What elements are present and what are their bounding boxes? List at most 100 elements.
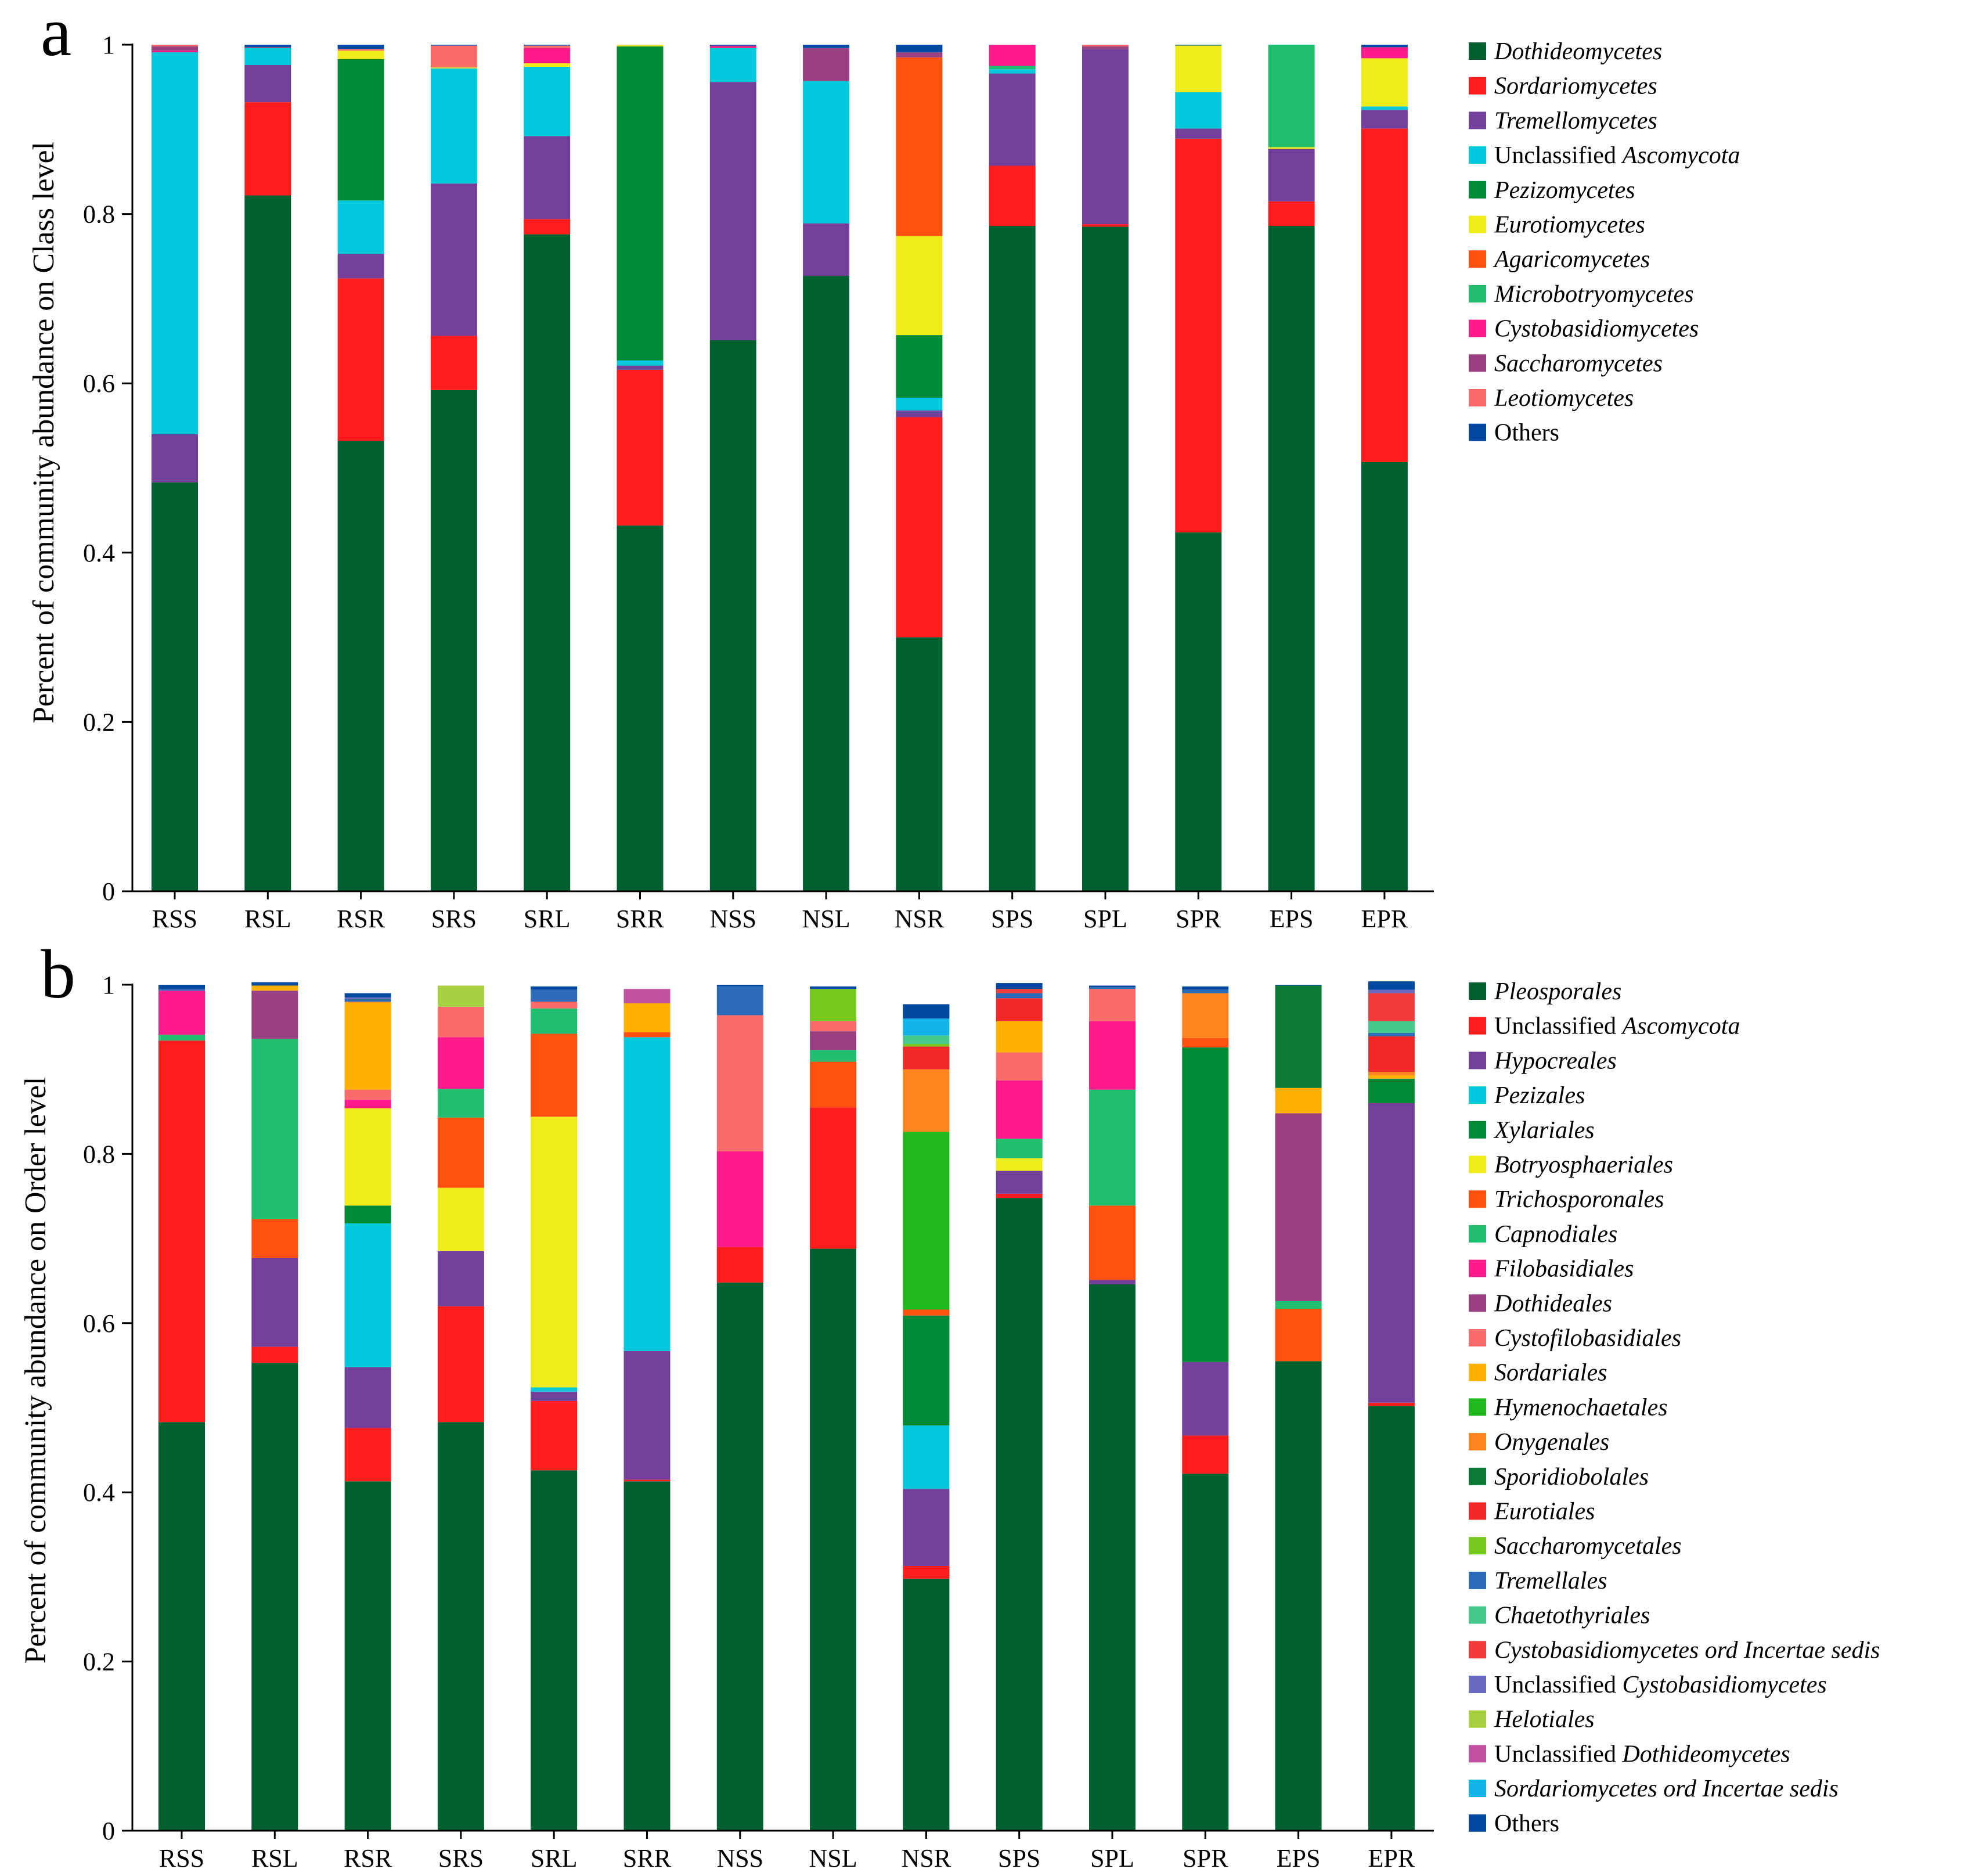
bar-segment-nsr-eurotiomycetes [896, 236, 943, 336]
legend-swatch [1469, 1121, 1486, 1139]
bar-segment-rsl-capnodiales [251, 1039, 298, 1219]
bar-group-srl [524, 45, 571, 892]
bar-segment-rsl-pleosporales [251, 1363, 298, 1831]
legend-item-tremellomycetes: Tremellomycetes [1469, 107, 1657, 134]
bar-segment-srl-unclassified-ascomycota [524, 66, 571, 136]
bar-segment-rsl-others [251, 982, 298, 986]
bar-segment-epr-eurotiomycetes [1361, 58, 1408, 107]
x-tick-label-sps: SPS [991, 905, 1033, 933]
bar-group-rss [152, 45, 198, 891]
y-tick-label: 0 [102, 1817, 115, 1845]
bar-segment-spl-dothideomycetes [1082, 226, 1129, 892]
bar-group-eps [1275, 985, 1322, 1831]
legend-swatch [1469, 1329, 1486, 1346]
bar-group-epr [1368, 981, 1415, 1831]
bar-segment-srr-dothideomycetes [617, 525, 664, 891]
bar-segment-rsr-pezizales [344, 1223, 391, 1367]
x-tick-label-nsr: NSR [902, 1844, 951, 1873]
legend-label: Saccharomycetes [1494, 350, 1663, 377]
bar-segment-rsl-dothideomycetes [244, 195, 291, 891]
legend-label: Cystofilobasidiales [1494, 1325, 1681, 1352]
bar-segment-srl-pezizales [531, 1387, 578, 1392]
bar-segment-eps-pleosporales [1275, 1361, 1322, 1831]
bar-group-srs [437, 985, 484, 1831]
x-tick-label-spl: SPL [1083, 905, 1127, 933]
bar-segment-srs-trichosporonales [437, 1117, 484, 1188]
legend-label: Sordariomycetes ord Incertae sedis [1494, 1776, 1839, 1802]
bar-segment-srl-sordariomycetes [524, 219, 571, 235]
bar-segment-sps-dothideomycetes [989, 226, 1036, 891]
bar-segment-srl-pleosporales [531, 1470, 578, 1831]
bar-segment-nsl-unclassified-ascomycota [803, 81, 850, 224]
legend-swatch [1469, 1052, 1486, 1070]
bar-segment-sps-pleosporales [996, 1198, 1043, 1831]
bar-group-srl [531, 986, 578, 1831]
bar-group-sps [989, 45, 1036, 891]
x-tick-label-sps: SPS [998, 1844, 1040, 1873]
x-tick-label-rss: RSS [159, 1844, 204, 1873]
legend-swatch [1469, 146, 1486, 164]
bar-group-rsr [337, 45, 384, 891]
legend-swatch [1469, 1641, 1486, 1659]
bar-segment-srl-capnodiales [531, 1008, 578, 1034]
panel-a-bars [152, 45, 1408, 892]
bar-segment-spl-tremellomycetes [1082, 49, 1129, 225]
bar-segment-nss-unclassified-ascomycota [716, 1247, 763, 1283]
bar-segment-sps-unclassified-ascomycota [996, 1193, 1043, 1198]
bar-segment-srs-botryosphaeriales [437, 1187, 484, 1251]
legend-item-cystobasidiomycetes: Cystobasidiomycetes [1469, 316, 1699, 343]
legend-swatch [1469, 1017, 1486, 1035]
bar-segment-nsr-tremellomycetes [896, 410, 943, 417]
legend-swatch [1469, 42, 1486, 60]
legend-label: Hypocreales [1494, 1047, 1617, 1074]
legend-label: Dothideales [1494, 1290, 1612, 1317]
bar-segment-eps-trichosporonales [1275, 1309, 1322, 1362]
x-tick-label-rsl: RSL [244, 905, 291, 933]
legend-swatch [1469, 215, 1486, 233]
legend-swatch [1469, 1398, 1486, 1416]
bar-segment-sps-sordariales [996, 1021, 1043, 1053]
bar-segment-spl-pleosporales [1089, 1284, 1135, 1831]
bar-segment-rsr-unclassified-ascomycota [344, 1428, 391, 1482]
bar-segment-sps-sordariomycetes [989, 165, 1036, 226]
x-tick-label-nss: NSS [716, 1844, 763, 1873]
bar-segment-rsl-trichosporonales [251, 1219, 298, 1258]
legend-item-dothideales: Dothideales [1469, 1290, 1612, 1317]
bar-group-nsr [896, 45, 943, 891]
bar-group-rss [158, 985, 205, 1831]
legend-item-cystofilobasidiales: Cystofilobasidiales [1469, 1325, 1681, 1352]
legend-swatch [1469, 1780, 1486, 1798]
legend-swatch [1469, 1433, 1486, 1451]
bar-segment-rsr-unclassified-ascomycota [337, 200, 384, 254]
bar-segment-nsl-tremellomycetes [803, 223, 850, 276]
bar-segment-srr-trichosporonales [623, 1032, 671, 1038]
bar-segment-nsl-others [803, 45, 850, 48]
bar-segment-nsr-eurotiales [903, 1046, 950, 1070]
x-tick-label-nsl: NSL [809, 1844, 857, 1873]
bar-segment-srl-cystofilobasidiales [531, 1002, 578, 1009]
bar-segment-srr-unclassified-ascomycota [623, 1479, 671, 1482]
bar-group-nss [716, 985, 763, 1831]
legend-swatch [1469, 1676, 1486, 1693]
legend-swatch [1469, 1606, 1486, 1624]
legend-label: Unclassified Dothideomycetes [1494, 1741, 1790, 1767]
y-tick-label: 0.4 [83, 1478, 115, 1507]
legend-swatch [1469, 389, 1486, 406]
bar-segment-srl-leotiomycetes [524, 45, 571, 48]
bar-segment-epr-unclassified-ascomycota [1361, 106, 1408, 110]
bar-segment-rsl-unclassified-ascomycota [244, 48, 291, 65]
legend-item-leotiomycetes: Leotiomycetes [1469, 385, 1634, 412]
y-tick-label: 0.6 [83, 1309, 115, 1338]
bar-segment-srs-eurotiomycetes [430, 67, 477, 69]
legend-swatch [1469, 1155, 1486, 1173]
legend-swatch [1469, 1467, 1486, 1485]
bar-segment-spl-tremellales [1089, 987, 1135, 989]
legend-item-eurotiomycetes: Eurotiomycetes [1469, 212, 1645, 239]
bar-segment-nsl-pleosporales [810, 1248, 857, 1831]
y-tick-label: 0.8 [83, 200, 115, 229]
bar-segment-epr-onygenales [1368, 1072, 1415, 1075]
bar-segment-srs-tremellomycetes [430, 183, 477, 336]
bar-group-spl [1089, 985, 1135, 1831]
bar-segment-epr-dothideomycetes [1361, 462, 1408, 891]
bar-segment-sps-tremellales [996, 993, 1043, 999]
